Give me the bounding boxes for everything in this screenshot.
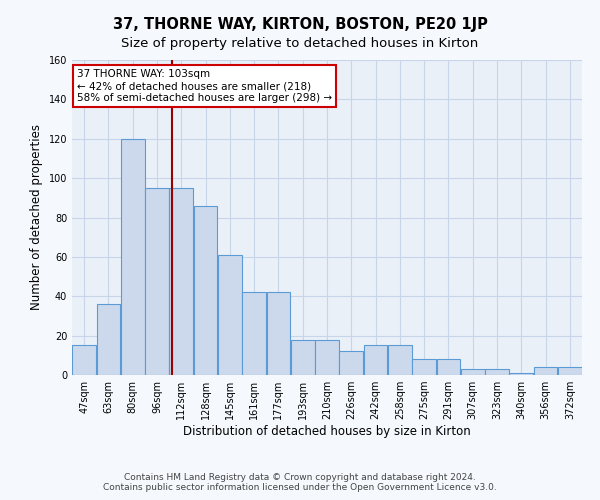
Bar bbox=[291, 340, 314, 375]
Y-axis label: Number of detached properties: Number of detached properties bbox=[30, 124, 43, 310]
Bar bbox=[315, 340, 339, 375]
Bar bbox=[97, 304, 121, 375]
Bar bbox=[364, 346, 388, 375]
Bar bbox=[169, 188, 193, 375]
Bar bbox=[388, 346, 412, 375]
Bar bbox=[266, 292, 290, 375]
Bar bbox=[194, 206, 217, 375]
X-axis label: Distribution of detached houses by size in Kirton: Distribution of detached houses by size … bbox=[183, 425, 471, 438]
Text: Contains HM Land Registry data © Crown copyright and database right 2024.
Contai: Contains HM Land Registry data © Crown c… bbox=[103, 473, 497, 492]
Bar bbox=[218, 255, 242, 375]
Bar bbox=[145, 188, 169, 375]
Bar bbox=[340, 352, 363, 375]
Text: Size of property relative to detached houses in Kirton: Size of property relative to detached ho… bbox=[121, 38, 479, 51]
Bar bbox=[485, 369, 509, 375]
Bar bbox=[461, 369, 485, 375]
Bar bbox=[121, 138, 145, 375]
Text: 37, THORNE WAY, KIRTON, BOSTON, PE20 1JP: 37, THORNE WAY, KIRTON, BOSTON, PE20 1JP bbox=[113, 18, 487, 32]
Bar bbox=[242, 292, 266, 375]
Bar bbox=[437, 359, 460, 375]
Bar bbox=[558, 367, 582, 375]
Bar bbox=[72, 346, 96, 375]
Bar bbox=[412, 359, 436, 375]
Text: 37 THORNE WAY: 103sqm
← 42% of detached houses are smaller (218)
58% of semi-det: 37 THORNE WAY: 103sqm ← 42% of detached … bbox=[77, 70, 332, 102]
Bar bbox=[533, 367, 557, 375]
Bar bbox=[509, 373, 533, 375]
